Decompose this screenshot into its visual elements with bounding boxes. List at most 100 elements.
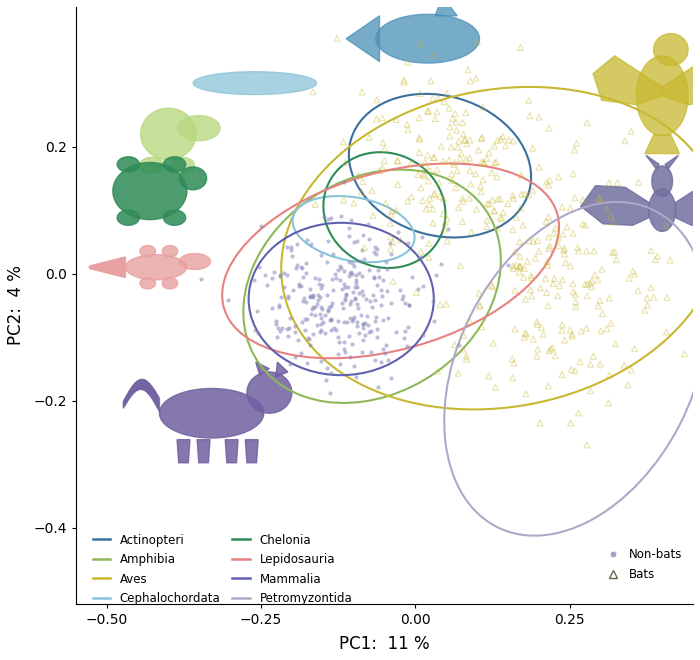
Point — [424, 238, 435, 249]
Point — [274, 302, 285, 312]
Point — [351, 298, 363, 309]
Polygon shape — [133, 383, 134, 394]
Point — [291, 239, 302, 249]
Point — [342, 282, 354, 292]
Point — [326, 301, 337, 312]
Polygon shape — [225, 440, 238, 463]
Polygon shape — [649, 189, 675, 232]
Point — [335, 275, 346, 286]
Polygon shape — [103, 262, 104, 272]
Point — [356, 346, 368, 357]
Point — [338, 176, 349, 187]
Point — [433, 93, 444, 104]
Point — [423, 176, 434, 186]
Point — [565, 418, 576, 428]
Point — [319, 310, 330, 320]
Point — [274, 271, 286, 281]
Point — [550, 222, 561, 233]
Point — [516, 170, 527, 180]
Polygon shape — [140, 246, 155, 257]
Point — [532, 319, 543, 330]
Point — [274, 270, 286, 280]
Point — [442, 236, 453, 246]
Polygon shape — [122, 257, 123, 277]
Point — [440, 217, 451, 228]
Polygon shape — [101, 263, 102, 271]
Point — [536, 322, 547, 333]
Point — [464, 135, 475, 145]
Point — [284, 313, 295, 323]
Polygon shape — [276, 362, 288, 377]
Point — [448, 159, 459, 170]
Point — [540, 216, 552, 226]
Point — [316, 304, 328, 315]
Point — [278, 281, 289, 292]
Point — [530, 253, 541, 263]
Point — [465, 75, 476, 86]
Point — [315, 356, 326, 366]
Point — [559, 243, 570, 253]
Point — [556, 369, 568, 380]
Polygon shape — [142, 379, 144, 390]
Point — [328, 284, 339, 295]
Point — [572, 242, 583, 253]
Point — [633, 177, 644, 187]
Point — [295, 262, 307, 273]
Point — [402, 57, 413, 67]
Point — [380, 340, 391, 350]
Point — [594, 193, 605, 203]
Polygon shape — [141, 379, 142, 389]
Point — [358, 335, 369, 345]
Point — [458, 330, 469, 341]
Point — [328, 249, 339, 259]
Polygon shape — [146, 381, 148, 393]
Point — [545, 344, 557, 354]
Point — [517, 220, 528, 230]
Point — [459, 134, 470, 145]
Point — [346, 267, 357, 277]
Point — [661, 220, 672, 231]
Point — [549, 273, 560, 284]
Polygon shape — [197, 440, 210, 463]
Point — [679, 348, 690, 359]
Point — [510, 246, 521, 257]
Point — [402, 322, 414, 333]
Point — [466, 227, 477, 238]
Point — [561, 222, 573, 232]
Point — [569, 366, 580, 376]
Point — [369, 315, 380, 326]
Point — [248, 275, 259, 285]
Point — [356, 187, 368, 197]
Point — [458, 344, 469, 354]
Point — [370, 354, 381, 365]
Point — [377, 137, 388, 148]
Point — [623, 273, 634, 284]
Point — [339, 279, 350, 289]
Point — [446, 169, 457, 180]
Y-axis label: PC2:  4 %: PC2: 4 % — [7, 265, 25, 345]
Point — [560, 257, 571, 268]
Polygon shape — [108, 261, 109, 273]
Point — [575, 356, 586, 367]
Point — [585, 385, 596, 396]
Point — [340, 289, 351, 300]
Point — [475, 181, 486, 191]
Point — [586, 276, 597, 286]
Point — [428, 152, 439, 162]
Point — [372, 324, 383, 335]
Point — [439, 96, 450, 107]
Point — [379, 347, 390, 358]
Point — [639, 305, 650, 315]
Polygon shape — [104, 262, 106, 273]
Point — [427, 204, 438, 214]
Point — [386, 249, 397, 260]
Point — [588, 351, 599, 362]
Polygon shape — [134, 381, 136, 392]
Point — [371, 312, 382, 322]
Point — [418, 329, 429, 340]
Point — [519, 263, 530, 274]
Point — [332, 331, 344, 342]
Point — [488, 338, 499, 348]
Point — [337, 137, 349, 147]
Point — [293, 279, 304, 290]
